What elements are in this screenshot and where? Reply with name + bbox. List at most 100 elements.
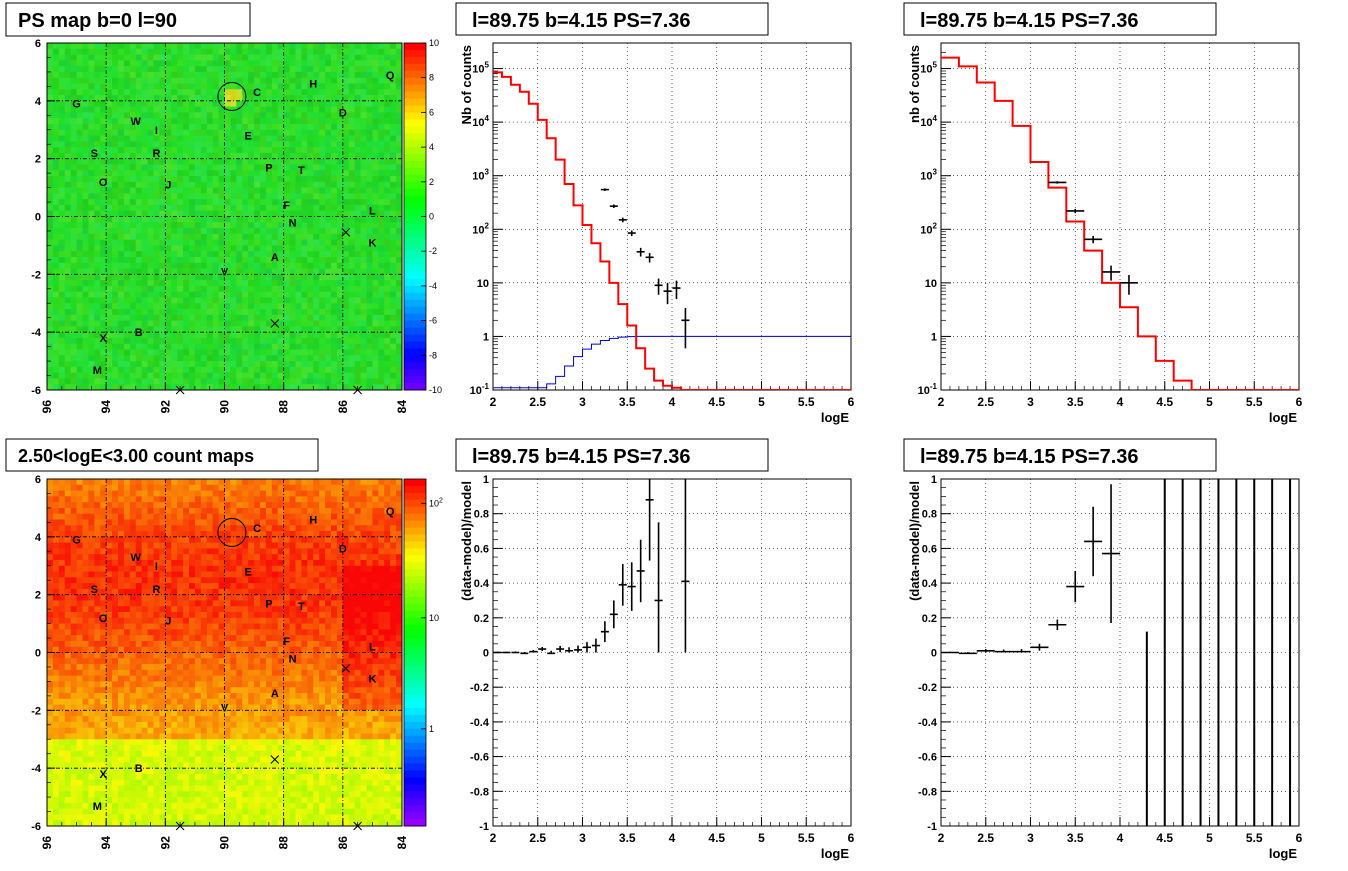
map-cell — [82, 43, 89, 50]
map-cell — [366, 77, 373, 84]
map-cell — [277, 337, 285, 345]
map-cell — [94, 600, 101, 607]
map-cell — [129, 77, 137, 84]
map-cell — [372, 164, 379, 171]
map-cell — [342, 106, 350, 113]
map-cell — [147, 66, 154, 73]
map-cell — [106, 750, 113, 757]
map-cell — [212, 66, 219, 73]
source-label: K — [368, 238, 376, 250]
map-cell — [147, 355, 154, 362]
map-cell — [76, 170, 83, 177]
map-cell — [76, 727, 83, 734]
map-cell — [76, 187, 83, 194]
map-cell — [52, 210, 60, 217]
map-cell — [342, 326, 350, 333]
map-cell — [171, 222, 178, 229]
map-cell — [123, 118, 131, 125]
map-cell — [301, 199, 308, 206]
map-cell — [342, 100, 350, 108]
map-cell — [242, 54, 249, 61]
map-cell — [82, 89, 89, 96]
map-cell — [342, 378, 350, 385]
map-cell — [277, 251, 285, 258]
map-cell — [123, 536, 131, 544]
map-cell — [135, 118, 143, 125]
map-cell — [384, 210, 391, 217]
map-cell — [271, 123, 279, 131]
map-cell — [141, 135, 148, 142]
map-cell — [183, 135, 190, 142]
spectrum-left-panel: l=89.75 b=4.15 PS=7.36 2 2.5 3 3.5 4 4.5 5 5.5 6… — [455, 2, 855, 425]
map-cell — [224, 210, 231, 217]
map-cell — [206, 48, 214, 55]
map-cell — [194, 193, 202, 200]
map-cell — [183, 251, 190, 258]
map-cell — [177, 332, 184, 339]
map-cell — [396, 54, 402, 61]
map-cell — [271, 43, 279, 50]
map-cell — [348, 95, 356, 102]
map-cell — [360, 176, 367, 183]
map-cell — [171, 141, 178, 148]
map-cell — [147, 164, 154, 171]
map-cell — [123, 187, 131, 194]
map-cell — [224, 372, 231, 379]
map-cell — [100, 721, 107, 729]
map-cell — [230, 199, 237, 206]
map-cell — [82, 326, 89, 333]
map-cell — [64, 274, 72, 281]
map-cell — [289, 77, 296, 84]
map-cell — [88, 681, 95, 688]
map-cell — [319, 176, 326, 183]
map-cell — [129, 519, 137, 526]
map-cell — [123, 542, 131, 549]
map-cell — [58, 536, 66, 544]
color-scale-band — [404, 98, 426, 106]
map-cell — [177, 112, 184, 119]
map-cell — [94, 210, 101, 217]
tick-label-y: 1 — [931, 331, 937, 343]
map-cell — [372, 118, 379, 125]
map-cell — [271, 158, 279, 165]
map-cell — [129, 565, 137, 572]
map-cell — [289, 66, 296, 73]
map-cell — [378, 54, 385, 61]
map-cell — [70, 95, 77, 102]
map-tick-label-x: 90 — [218, 400, 232, 414]
map-cell — [260, 199, 267, 206]
map-cell — [331, 280, 338, 287]
map-cell — [342, 199, 350, 206]
map-cell — [52, 490, 60, 497]
map-cell — [88, 554, 95, 561]
map-cell — [224, 361, 231, 368]
map-cell — [390, 193, 397, 200]
map-cell — [390, 152, 397, 160]
map-cell — [254, 268, 261, 275]
map-cell — [271, 280, 279, 287]
map-cell — [76, 141, 83, 148]
map-cell — [88, 95, 95, 102]
map-cell — [289, 222, 296, 229]
map-cell — [100, 756, 107, 763]
map-cell — [212, 129, 219, 136]
map-cell — [242, 326, 249, 333]
map-cell — [88, 349, 95, 356]
map-cell — [64, 309, 72, 316]
map-cell — [360, 268, 367, 275]
map-cell — [206, 361, 214, 368]
map-cell — [123, 54, 131, 61]
map-cell — [260, 378, 267, 385]
map-cell — [200, 320, 208, 327]
map-cell — [325, 170, 332, 177]
map-cell — [189, 54, 196, 61]
map-cell — [47, 698, 54, 705]
map-cell — [360, 193, 367, 200]
map-cell — [52, 750, 60, 757]
map-cell — [295, 158, 302, 165]
map-cell — [112, 355, 119, 362]
map-cell — [58, 158, 66, 165]
map-cell — [106, 820, 113, 826]
map-cell — [118, 484, 125, 491]
map-cell — [348, 222, 356, 229]
